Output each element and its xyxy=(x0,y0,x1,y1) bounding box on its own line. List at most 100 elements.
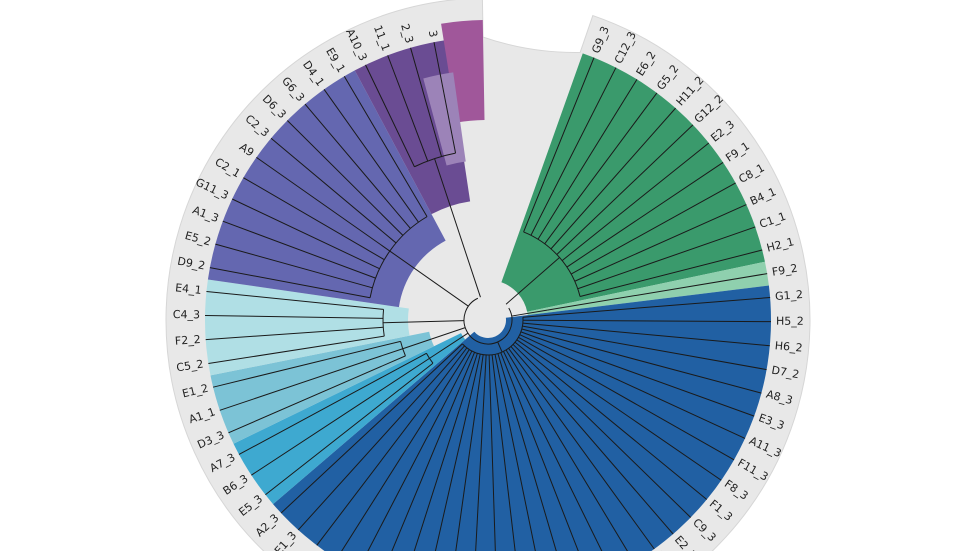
branch xyxy=(206,290,384,310)
branch xyxy=(238,352,427,455)
leaf-label: 2_3 xyxy=(398,22,416,44)
branch xyxy=(544,92,658,245)
branch xyxy=(530,67,617,236)
branch xyxy=(516,339,722,481)
branch xyxy=(505,257,560,305)
leaf-label: C4_3 xyxy=(173,308,200,321)
branch xyxy=(488,354,496,551)
branch xyxy=(512,344,692,518)
leaf-label: C5_2 xyxy=(175,357,204,374)
branch xyxy=(265,362,434,496)
branch xyxy=(475,354,487,551)
branch xyxy=(414,152,456,168)
branch xyxy=(400,341,406,357)
branch xyxy=(434,354,481,551)
branch xyxy=(497,353,557,551)
branch xyxy=(503,351,603,551)
branch xyxy=(410,47,442,157)
branch xyxy=(523,57,595,233)
branch xyxy=(270,137,397,244)
leaf-label: F4 xyxy=(652,549,670,551)
branch xyxy=(521,328,762,394)
branch xyxy=(280,343,463,514)
leaf-label: H5_2 xyxy=(776,315,804,328)
branch xyxy=(387,55,429,162)
leaf-label: E1_2 xyxy=(181,382,210,401)
branch xyxy=(462,317,524,356)
branch xyxy=(205,315,384,319)
branch xyxy=(286,120,404,236)
leaf-label: F9_2 xyxy=(771,262,799,279)
branch xyxy=(455,354,484,551)
cluster-wedge xyxy=(205,279,410,376)
branch xyxy=(510,346,674,535)
branch xyxy=(304,103,411,229)
branch xyxy=(382,309,385,337)
leaf-label: 3 xyxy=(426,29,440,38)
branch xyxy=(391,352,476,551)
branch xyxy=(520,331,755,417)
branch xyxy=(579,249,763,297)
branch xyxy=(519,334,746,439)
branch xyxy=(522,297,771,318)
branch xyxy=(429,332,469,359)
leaf-label: F2_2 xyxy=(174,333,201,348)
branch xyxy=(550,107,676,250)
leaf-label: D7_2 xyxy=(770,364,800,382)
branch xyxy=(434,158,481,298)
leaf-label: D9_2 xyxy=(176,255,206,273)
cluster-wedge xyxy=(501,53,765,312)
branch xyxy=(561,142,710,261)
branch xyxy=(518,336,735,461)
branch xyxy=(413,353,478,551)
branch xyxy=(215,243,373,289)
leaf-label: E4_1 xyxy=(175,281,203,297)
branch xyxy=(243,177,385,261)
branch xyxy=(383,320,465,324)
branch xyxy=(256,156,391,252)
branch xyxy=(556,124,694,255)
branch xyxy=(402,327,466,350)
branch xyxy=(367,350,473,551)
branch xyxy=(222,220,376,279)
branch xyxy=(522,322,770,347)
branch xyxy=(389,250,469,307)
branch xyxy=(425,353,434,364)
branch xyxy=(316,347,468,546)
branch xyxy=(341,349,470,551)
branch xyxy=(343,75,428,217)
leaf-label: H6_2 xyxy=(774,339,803,354)
cluster-wedge xyxy=(210,331,435,444)
branch xyxy=(574,204,747,282)
branch xyxy=(505,349,628,551)
branch xyxy=(577,226,756,290)
branch xyxy=(219,348,403,411)
leaf-label: G1_2 xyxy=(775,288,804,303)
cluster-wedge xyxy=(441,20,485,123)
branch xyxy=(522,319,771,323)
branch xyxy=(251,357,430,476)
branch xyxy=(497,341,503,353)
branch xyxy=(570,182,736,275)
branch xyxy=(463,297,513,345)
cluster-wedge xyxy=(527,261,769,316)
branch xyxy=(212,340,401,388)
branch xyxy=(231,198,380,270)
branch xyxy=(566,162,724,268)
branch xyxy=(369,216,428,298)
branch xyxy=(511,309,548,317)
branch xyxy=(508,348,655,550)
cluster-wedge xyxy=(233,333,466,505)
cluster-wedge xyxy=(423,72,466,166)
branch xyxy=(547,273,768,311)
branch xyxy=(522,325,767,371)
branch xyxy=(208,335,385,365)
branch xyxy=(537,79,638,240)
branch xyxy=(297,345,465,531)
branch xyxy=(228,355,406,434)
branch xyxy=(365,64,415,167)
branch xyxy=(433,42,457,154)
branch xyxy=(323,89,419,223)
branch xyxy=(209,267,371,299)
